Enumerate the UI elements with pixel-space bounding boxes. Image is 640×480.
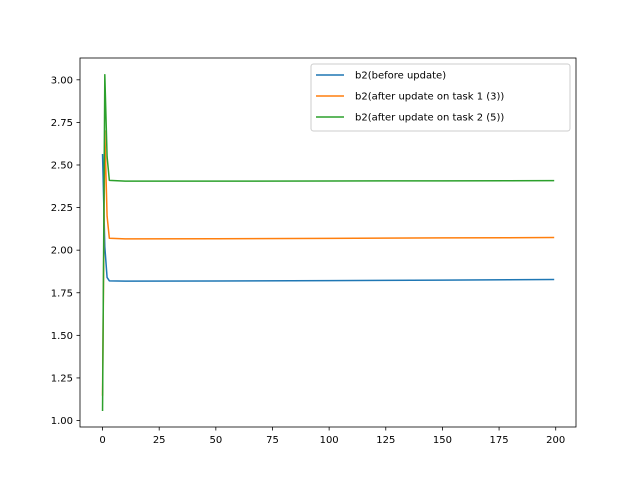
legend-box [310, 63, 571, 132]
x-tick-label: 200 [546, 435, 565, 446]
legend: b2(before update) b2(after update on task… [310, 63, 571, 132]
y-tick-label: 2.00 [51, 246, 73, 257]
y-tick-label: 1.50 [51, 331, 73, 342]
y-tick-label: 2.50 [51, 160, 73, 171]
x-tick-label: 75 [266, 435, 279, 446]
x-tick-label: 0 [99, 435, 105, 446]
y-tick-label: 3.00 [51, 75, 73, 86]
x-tick-label: 100 [320, 435, 339, 446]
x-tick-label: 50 [209, 435, 222, 446]
series-layer [101, 73, 555, 412]
x-tick-label: 150 [433, 435, 452, 446]
axes-layer: 0 25 50 75 100 125 150 175 200 1.00 1.25 1.50 1.75 2.… [51, 57, 577, 446]
y-tick-label: 2.25 [51, 203, 73, 214]
plot-frame [79, 57, 577, 428]
y-tick-label: 1.75 [51, 288, 73, 299]
y-tick-label: 1.00 [51, 416, 73, 427]
legend-label-3: b2(after update on task 2 (5)) [355, 113, 504, 124]
x-tick-label: 125 [376, 435, 395, 446]
series-line-3 [101, 73, 555, 412]
y-tick-label: 2.75 [51, 118, 73, 129]
legend-label-1: b2(before update) [355, 71, 446, 82]
x-tick-label: 25 [153, 435, 166, 446]
x-tick-label: 175 [490, 435, 509, 446]
series-line-2 [101, 130, 555, 396]
y-tick-label: 1.25 [51, 373, 73, 384]
series-line-1 [101, 153, 555, 282]
legend-label-2: b2(after update on task 1 (3)) [355, 92, 504, 103]
